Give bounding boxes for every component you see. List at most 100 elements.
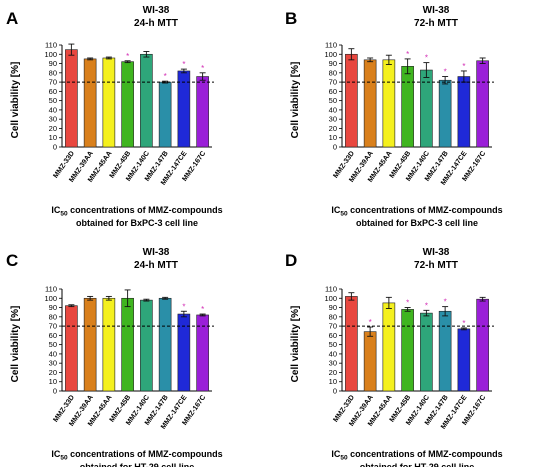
y-tick-label: 40: [49, 105, 57, 114]
bar-mmz-45b: [121, 61, 134, 148]
bar-mmz-39aa: [83, 297, 97, 392]
y-tick-label: 20: [49, 124, 57, 133]
y-axis-label: Cell viability [%]: [290, 62, 301, 139]
y-tick-label: 20: [49, 368, 57, 377]
y-tick-label: 40: [329, 349, 337, 358]
y-tick-label: 30: [329, 115, 337, 124]
y-tick-label: 20: [329, 124, 337, 133]
bar-mmz-45aa: [102, 297, 116, 392]
y-tick-label: 100: [324, 294, 337, 303]
y-tick-label: 0: [53, 143, 57, 152]
bar-mmz-147b: [158, 297, 172, 392]
y-tick-label: 100: [44, 294, 57, 303]
bar-mmz-45aa: [382, 302, 396, 392]
y-tick-label: 10: [329, 377, 337, 386]
x-label-ic: IC: [331, 205, 341, 215]
y-tick-label: 110: [325, 41, 337, 50]
y-tick-label: 100: [44, 50, 57, 59]
x-axis-label-line2: obtained for BxPC-3 cell line: [76, 218, 198, 228]
y-tick-label: 20: [329, 368, 337, 377]
significance-marker: *: [182, 60, 185, 69]
panel-c: C WI-38 24-h MTT Cell viability [%] 01020304…: [6, 247, 223, 467]
significance-marker: *: [462, 62, 465, 71]
y-tick-label: 50: [49, 340, 57, 349]
x-axis-label-line1: IC50 concentrations of MMZ-compounds: [331, 449, 502, 462]
bar-mmz-45b: [401, 309, 414, 392]
bar-mmz-140c: [420, 69, 433, 148]
bar-mmz-167c: [196, 76, 209, 148]
panel-subtitle: 24-h MTT: [134, 18, 178, 29]
bar-mmz-45aa: [382, 59, 396, 148]
y-tick-label: 70: [49, 322, 57, 331]
y-tick-label: 40: [49, 349, 57, 358]
bar-mmz-147ce: [457, 328, 471, 392]
panel-letter: C: [6, 251, 18, 270]
panel-title: WI-38: [423, 5, 450, 16]
bar-mmz-140c: [140, 299, 153, 392]
significance-marker: *: [425, 301, 428, 310]
significance-marker: *: [201, 64, 204, 73]
y-tick-label: 110: [45, 41, 57, 50]
x-label-subscript: 50: [60, 211, 68, 218]
y-tick-label: 90: [329, 59, 337, 68]
panel-title: WI-38: [143, 5, 170, 16]
x-label-ic: IC: [51, 205, 61, 215]
panel-subtitle: 72-h MTT: [414, 18, 458, 29]
panel-title: WI-38: [423, 247, 450, 258]
y-tick-label: 70: [329, 78, 337, 87]
bar-mmz-39aa: [83, 58, 97, 148]
y-tick-label: 50: [329, 340, 337, 349]
y-tick-label: 10: [49, 133, 57, 142]
bar-mmz-147ce: [457, 76, 471, 148]
y-tick-label: 80: [49, 68, 57, 77]
x-label-rest: concentrations of MMZ-compounds: [348, 205, 503, 215]
bar-mmz-39aa: [363, 331, 377, 392]
y-tick-label: 30: [329, 359, 337, 368]
y-tick-label: 30: [49, 115, 57, 124]
y-tick-label: 80: [329, 68, 337, 77]
y-tick-label: 110: [325, 285, 337, 294]
y-tick-label: 80: [329, 312, 337, 321]
y-tick-label: 60: [329, 331, 337, 340]
x-label-rest: concentrations of MMZ-compounds: [68, 449, 223, 459]
y-tick-label: 90: [49, 303, 57, 312]
y-tick-label: 110: [45, 285, 57, 294]
bar-mmz-45b: [401, 66, 414, 148]
x-axis-label-line2: obtained for BxPC-3 cell line: [356, 218, 478, 228]
y-tick-label: 30: [49, 359, 57, 368]
y-tick-label: 100: [324, 50, 337, 59]
bar-mmz-33d: [65, 49, 78, 148]
bar-mmz-167c: [476, 60, 489, 148]
panel-letter: B: [285, 9, 297, 28]
significance-marker: *: [462, 319, 465, 328]
significance-marker: *: [406, 50, 409, 59]
bar-mmz-147ce: [177, 313, 191, 392]
y-axis-label: Cell viability [%]: [290, 306, 301, 383]
x-label-subscript: 50: [340, 211, 348, 218]
bar-mmz-45aa: [102, 57, 116, 148]
y-tick-label: 80: [49, 312, 57, 321]
x-axis-label-line1: IC50 concentrations of MMZ-compounds: [51, 449, 222, 462]
bar-mmz-33d: [345, 296, 358, 392]
y-tick-label: 50: [329, 96, 337, 105]
y-axis-label: Cell viability [%]: [10, 306, 21, 383]
bar-mmz-140c: [140, 53, 153, 148]
y-tick-label: 60: [49, 331, 57, 340]
y-tick-label: 60: [49, 87, 57, 96]
significance-marker: *: [406, 299, 409, 308]
x-axis-label-line2: obtained for HT-29 cell line: [360, 462, 475, 467]
panel-subtitle: 72-h MTT: [414, 260, 458, 271]
significance-marker: *: [444, 298, 447, 307]
y-tick-label: 10: [329, 133, 337, 142]
significance-marker: *: [425, 54, 428, 63]
y-tick-label: 40: [329, 105, 337, 114]
panel-title: WI-38: [143, 247, 170, 258]
x-label-rest: concentrations of MMZ-compounds: [68, 205, 223, 215]
x-axis-label-line1: IC50 concentrations of MMZ-compounds: [331, 205, 502, 218]
panel-a: A WI-38 24-h MTT Cell viability [%] 01020304…: [6, 5, 223, 228]
x-label-ic: IC: [331, 449, 341, 459]
bar-mmz-147b: [438, 79, 452, 148]
significance-marker: *: [182, 302, 185, 311]
x-label-ic: IC: [51, 449, 61, 459]
